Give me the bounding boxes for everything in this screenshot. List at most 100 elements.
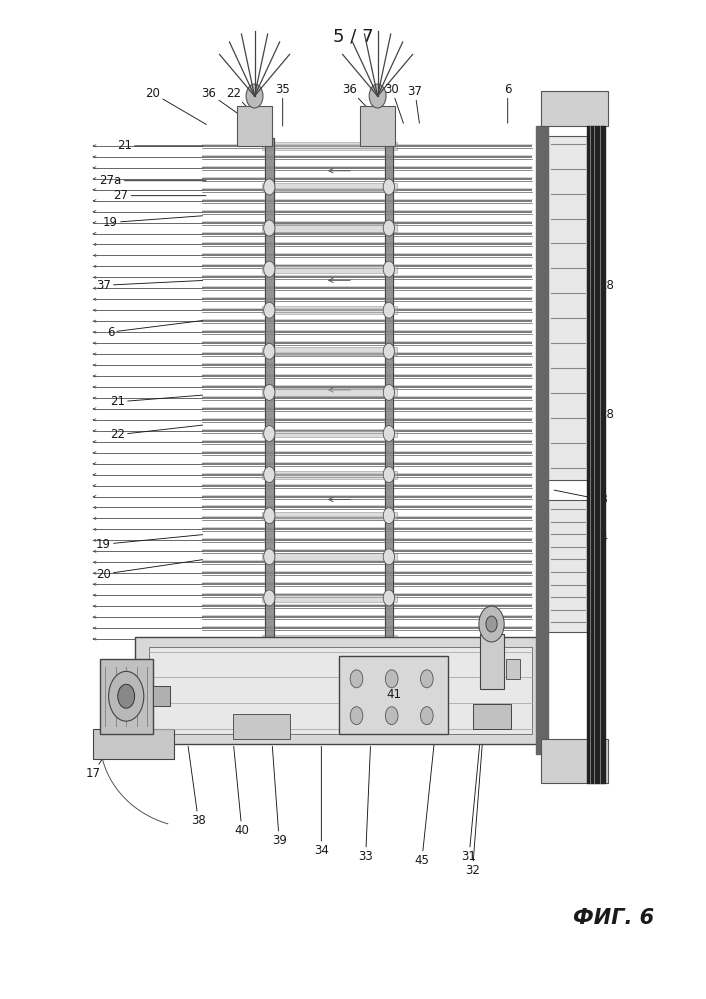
Bar [262, 224, 397, 232]
Circle shape [263, 261, 275, 277]
Bar [262, 471, 397, 479]
Bar [237, 106, 272, 146]
Text: 39: 39 [272, 746, 287, 847]
Circle shape [263, 589, 275, 605]
Circle shape [263, 426, 275, 442]
Text: 28: 28 [554, 409, 614, 422]
Bar [339, 656, 448, 733]
Circle shape [383, 220, 395, 236]
Circle shape [350, 706, 363, 724]
Bar [152, 686, 170, 706]
Circle shape [383, 467, 395, 483]
Circle shape [263, 507, 275, 523]
Text: 5 / 7: 5 / 7 [333, 27, 373, 45]
Circle shape [383, 261, 395, 277]
Text: 30: 30 [384, 83, 403, 123]
Bar [135, 637, 546, 743]
Circle shape [383, 589, 395, 605]
Circle shape [118, 684, 135, 708]
Bar [360, 106, 395, 146]
Text: 20: 20 [145, 87, 206, 125]
Text: ФИГ. 6: ФИГ. 6 [573, 908, 654, 928]
Text: 20: 20 [96, 559, 203, 580]
Circle shape [263, 385, 275, 401]
Text: 19: 19 [103, 216, 203, 229]
Bar [542, 91, 609, 126]
Circle shape [263, 344, 275, 360]
Circle shape [383, 344, 395, 360]
Text: 21: 21 [110, 396, 203, 409]
Circle shape [263, 220, 275, 236]
Text: 35: 35 [275, 83, 290, 126]
Bar [385, 138, 393, 644]
Text: 32: 32 [465, 736, 483, 876]
Bar [262, 307, 397, 315]
Bar [149, 647, 532, 733]
Bar [262, 389, 397, 397]
Bar [549, 136, 587, 480]
Text: 27a: 27a [100, 174, 206, 187]
Text: 27: 27 [114, 189, 206, 202]
Circle shape [246, 84, 263, 108]
Text: 40: 40 [234, 746, 249, 837]
Bar [262, 635, 397, 643]
Text: 6: 6 [504, 83, 511, 123]
Text: 22: 22 [110, 426, 203, 442]
Circle shape [421, 706, 433, 724]
Text: 37: 37 [407, 85, 422, 123]
Bar [262, 142, 397, 150]
Text: 22: 22 [226, 87, 263, 124]
Circle shape [263, 467, 275, 483]
Bar [542, 738, 609, 783]
Circle shape [385, 706, 398, 724]
Bar [92, 728, 174, 758]
Bar [262, 511, 397, 519]
Bar [262, 265, 397, 273]
Bar [506, 659, 520, 678]
Circle shape [263, 548, 275, 564]
Circle shape [421, 670, 433, 687]
Bar [472, 703, 511, 728]
Circle shape [383, 548, 395, 564]
Circle shape [383, 303, 395, 319]
Circle shape [263, 179, 275, 195]
Text: 36: 36 [201, 87, 249, 121]
Text: 29: 29 [537, 166, 599, 179]
Circle shape [486, 616, 497, 632]
Text: 6: 6 [107, 321, 203, 339]
Bar [479, 634, 504, 688]
Bar [100, 659, 152, 733]
Bar [265, 138, 273, 644]
Text: 31: 31 [462, 711, 483, 863]
Circle shape [383, 507, 395, 523]
Text: 28: 28 [554, 279, 614, 292]
Circle shape [479, 606, 504, 642]
Circle shape [385, 670, 398, 687]
Bar [262, 430, 397, 438]
Bar [549, 500, 587, 632]
Text: 38: 38 [188, 746, 205, 827]
Text: 36: 36 [342, 83, 383, 124]
Bar [262, 348, 397, 356]
Text: 45: 45 [414, 681, 441, 866]
Circle shape [263, 303, 275, 319]
Text: 19: 19 [96, 534, 203, 550]
Bar [262, 183, 397, 191]
Bar [262, 552, 397, 560]
Text: 33: 33 [358, 746, 373, 863]
Circle shape [369, 84, 386, 108]
Circle shape [383, 426, 395, 442]
Circle shape [383, 179, 395, 195]
Circle shape [350, 670, 363, 687]
Circle shape [109, 671, 144, 721]
Text: 43: 43 [554, 491, 608, 506]
Bar [262, 593, 397, 601]
Text: 34: 34 [314, 746, 329, 857]
Text: 21: 21 [117, 139, 203, 152]
Text: 44: 44 [554, 525, 608, 543]
Circle shape [383, 385, 395, 401]
Text: 41: 41 [386, 688, 401, 701]
Text: 37: 37 [96, 279, 203, 292]
Bar [234, 713, 289, 738]
Text: 17: 17 [85, 711, 133, 780]
